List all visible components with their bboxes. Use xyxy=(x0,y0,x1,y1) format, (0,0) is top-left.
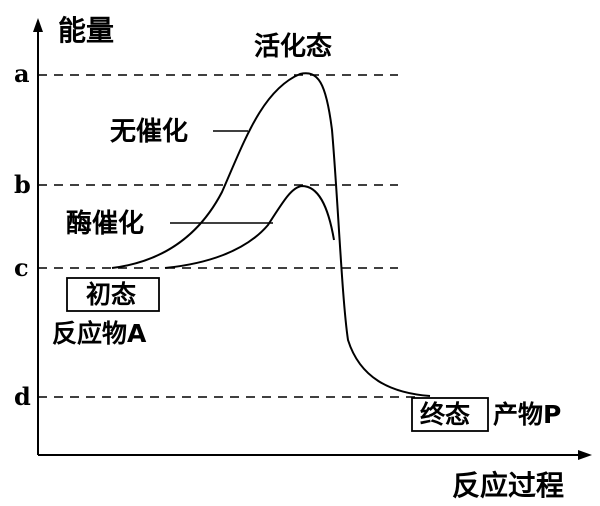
energy-levels xyxy=(38,74,420,398)
level-a-label: a xyxy=(14,59,30,88)
x-axis-label: 反应过程 xyxy=(452,469,564,502)
enzyme-label: 酶催化 xyxy=(66,209,144,239)
final-state-box xyxy=(411,397,489,432)
y-axis-label: 能量 xyxy=(58,14,114,47)
initial-state-label: 初态 xyxy=(86,280,136,309)
axes xyxy=(33,18,592,460)
reactant-label: 反应物A xyxy=(52,319,147,348)
y-axis-arrow xyxy=(33,18,43,32)
uncatalyzed-curve xyxy=(111,72,431,397)
level-b-label: b xyxy=(14,170,31,199)
enzyme-curve xyxy=(164,184,335,269)
uncatalyzed-label: 无催化 xyxy=(110,117,188,147)
peak-label: 活化态 xyxy=(254,31,332,62)
level-d-label: d xyxy=(14,382,31,411)
initial-state-box xyxy=(66,277,160,312)
final-state-label: 终态 xyxy=(420,400,470,429)
x-axis-arrow xyxy=(578,450,592,460)
product-label: 产物P xyxy=(493,400,561,429)
level-c-label: c xyxy=(14,253,29,282)
